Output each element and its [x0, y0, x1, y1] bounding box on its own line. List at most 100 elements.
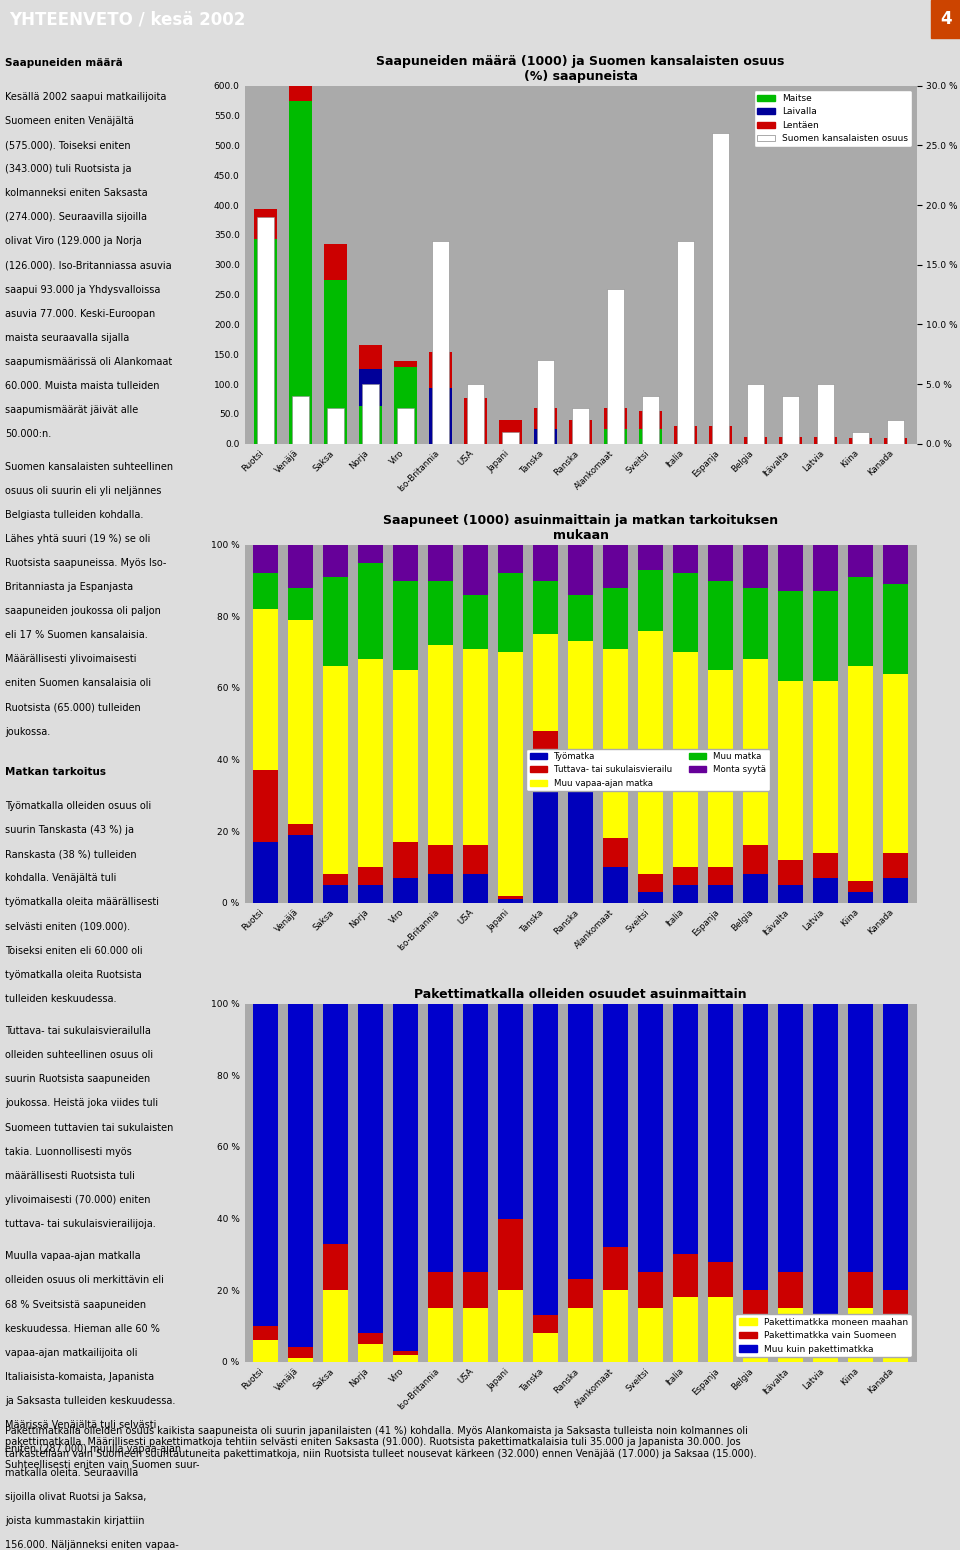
Text: eli 17 % Suomen kansalaisia.: eli 17 % Suomen kansalaisia. — [5, 631, 148, 640]
Bar — [253, 609, 277, 770]
Bar — [779, 591, 803, 680]
Bar — [638, 570, 662, 631]
Text: (126.000). Iso-Britanniassa asuvia: (126.000). Iso-Britanniassa asuvia — [5, 260, 172, 271]
Bar — [708, 866, 732, 885]
Text: (575.000). Toiseksi eniten: (575.000). Toiseksi eniten — [5, 140, 131, 150]
Bar — [849, 1273, 873, 1308]
Text: sijoilla olivat Ruotsi ja Saksa,: sijoilla olivat Ruotsi ja Saksa, — [5, 1493, 146, 1502]
Bar — [534, 1316, 558, 1333]
Bar — [359, 344, 382, 369]
Bar — [743, 1004, 768, 1290]
Bar — [814, 437, 837, 443]
Bar — [324, 544, 348, 577]
Bar — [358, 659, 383, 866]
Text: Saapuneiden määrä: Saapuneiden määrä — [5, 59, 123, 68]
Bar — [324, 281, 347, 443]
Bar — [324, 1290, 348, 1362]
Legend: Pakettimatkka moneen maahan, Pakettimatkka vain Suomeen, Muu kuin pakettimatkka: Pakettimatkka moneen maahan, Pakettimatk… — [735, 1314, 912, 1358]
Text: työmatkalla oleita määrällisesti: työmatkalla oleita määrällisesti — [5, 897, 158, 907]
Text: Britanniasta ja Espanjasta: Britanniasta ja Espanjasta — [5, 583, 132, 592]
Bar — [782, 395, 799, 443]
Bar — [534, 544, 558, 581]
Bar — [747, 384, 764, 443]
Text: saapuneiden joukossa oli paljon: saapuneiden joukossa oli paljon — [5, 606, 160, 617]
Bar — [464, 1004, 488, 1273]
Bar — [708, 885, 732, 902]
Bar — [638, 544, 662, 570]
Text: Tuttava- tai sukulaisvierailulla: Tuttava- tai sukulaisvierailulla — [5, 1026, 151, 1037]
Bar — [849, 577, 873, 666]
Bar — [673, 1297, 698, 1362]
Title: Pakettimatkalla olleiden osuudet asuinmaittain: Pakettimatkalla olleiden osuudet asuinma… — [415, 989, 747, 1001]
Text: saapumismäärät jäivät alle: saapumismäärät jäivät alle — [5, 405, 138, 415]
Text: kohdalla. Venäjältä tuli: kohdalla. Venäjältä tuli — [5, 873, 116, 883]
Bar — [253, 574, 277, 609]
Bar — [572, 408, 589, 443]
Text: olleiden suhteellinen osuus oli: olleiden suhteellinen osuus oli — [5, 1051, 153, 1060]
Title: Saapuneet (1000) asuinmaittain ja matkan tarkoituksen
mukaan: Saapuneet (1000) asuinmaittain ja matkan… — [383, 515, 779, 542]
Bar — [673, 1004, 698, 1254]
Bar — [743, 845, 768, 874]
Bar — [288, 825, 313, 835]
Bar — [464, 1273, 488, 1308]
Bar — [883, 853, 908, 877]
Text: selvästi eniten (109.000).: selvästi eniten (109.000). — [5, 922, 130, 932]
Text: Lähes yhtä suuri (19 %) se oli: Lähes yhtä suuri (19 %) se oli — [5, 533, 150, 544]
Text: kolmanneksi eniten Saksasta: kolmanneksi eniten Saksasta — [5, 188, 148, 198]
Bar — [779, 1004, 803, 1273]
Bar — [568, 595, 593, 642]
Bar — [358, 1004, 383, 1333]
Bar — [813, 1333, 838, 1344]
Bar — [498, 1218, 523, 1290]
Text: tuttava- tai sukulaisvierailijoja.: tuttava- tai sukulaisvierailijoja. — [5, 1218, 156, 1229]
Text: 60.000. Muista maista tulleiden: 60.000. Muista maista tulleiden — [5, 381, 159, 391]
Text: Kesällä 2002 saapui matkailijoita: Kesällä 2002 saapui matkailijoita — [5, 91, 166, 102]
Text: Muulla vapaa-ajan matkalla: Muulla vapaa-ajan matkalla — [5, 1251, 140, 1262]
Bar — [603, 1290, 628, 1362]
Bar — [849, 666, 873, 882]
Legend: Maitse, Laivalla, Lentäen, Suomen kansalaisten osuus: Maitse, Laivalla, Lentäen, Suomen kansal… — [754, 90, 912, 147]
Bar — [638, 631, 662, 874]
Text: Toiseksi eniten eli 60.000 oli: Toiseksi eniten eli 60.000 oli — [5, 946, 142, 956]
Bar — [394, 1004, 418, 1352]
Text: maista seuraavalla sijalla: maista seuraavalla sijalla — [5, 333, 129, 343]
Bar — [603, 1004, 628, 1248]
Bar — [603, 1248, 628, 1290]
Bar — [708, 670, 732, 866]
Text: Suomeen eniten Venäjältä: Suomeen eniten Venäjältä — [5, 116, 133, 126]
Bar — [498, 574, 523, 653]
Bar — [779, 544, 803, 591]
Text: ylivoimaisesti (70.000) eniten: ylivoimaisesti (70.000) eniten — [5, 1195, 151, 1204]
Bar — [534, 429, 557, 443]
Bar — [673, 1254, 698, 1297]
Bar — [288, 835, 313, 902]
Bar — [428, 1308, 453, 1362]
Bar — [708, 1297, 732, 1362]
Bar — [849, 882, 873, 891]
Bar — [883, 1004, 908, 1290]
Bar — [674, 426, 697, 443]
Text: työmatkalla oleita Ruotsista: työmatkalla oleita Ruotsista — [5, 970, 141, 980]
Bar — [428, 544, 453, 581]
Text: asuvia 77.000. Keski-Euroopan: asuvia 77.000. Keski-Euroopan — [5, 308, 156, 319]
Bar — [362, 384, 379, 443]
Bar — [254, 239, 277, 443]
Bar — [744, 437, 767, 443]
Bar — [673, 574, 698, 653]
Bar — [324, 666, 348, 874]
Bar — [779, 860, 803, 885]
Bar — [603, 866, 628, 902]
Text: 68 % Sveitsistä saapuneiden: 68 % Sveitsistä saapuneiden — [5, 1299, 146, 1310]
Title: Saapuneiden määrä (1000) ja Suomen kansalaisten osuus
(%) saapuneista: Saapuneiden määrä (1000) ja Suomen kansa… — [376, 56, 784, 84]
Bar — [568, 642, 593, 749]
Bar — [813, 680, 838, 853]
Bar — [534, 732, 558, 749]
Bar — [394, 1352, 418, 1355]
Bar — [498, 653, 523, 896]
Bar — [394, 544, 418, 581]
Bar — [603, 648, 628, 839]
Bar — [394, 842, 418, 877]
Bar — [324, 577, 348, 666]
Bar — [673, 866, 698, 885]
Bar — [604, 408, 627, 429]
